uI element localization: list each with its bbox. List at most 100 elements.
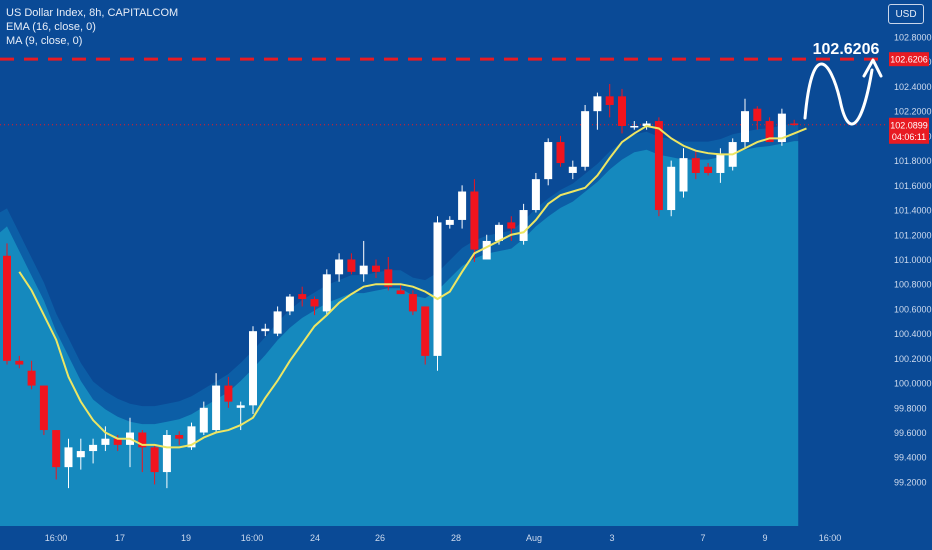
x-tick-label: 26 xyxy=(375,533,385,543)
candle xyxy=(359,240,368,282)
candle xyxy=(322,269,331,316)
candle xyxy=(15,355,24,369)
candle-body xyxy=(236,405,245,408)
candle-body xyxy=(408,294,417,312)
y-tick-label: 99.4000 xyxy=(894,453,927,463)
candle xyxy=(261,323,270,337)
y-tick-label: 102.4000 xyxy=(894,82,932,92)
candle xyxy=(150,444,159,485)
current-price-tag: 102.0899 04:06:11 xyxy=(889,117,929,144)
candle-body xyxy=(162,434,171,473)
candle xyxy=(212,373,221,433)
candle-body xyxy=(113,438,122,445)
ema-legend: EMA (16, close, 0) xyxy=(6,21,96,33)
current-price-label: 102.0899 xyxy=(890,120,928,130)
candle xyxy=(89,438,98,464)
candle xyxy=(27,360,36,390)
candle-body xyxy=(27,370,36,386)
currency-button[interactable]: USD xyxy=(888,4,924,24)
candle xyxy=(519,203,528,245)
candle xyxy=(138,430,147,473)
candle-body xyxy=(630,125,639,128)
candle-body xyxy=(531,179,540,211)
candle xyxy=(310,296,319,316)
x-tick-label: 17 xyxy=(115,533,125,543)
candle xyxy=(667,160,676,217)
forecast-arrow xyxy=(803,62,874,126)
candle-body xyxy=(556,142,565,164)
candle xyxy=(507,216,516,241)
y-tick-label: 99.6000 xyxy=(894,428,927,438)
target-price-tag: 102.6206 xyxy=(889,52,929,67)
y-tick-label: 101.0000 xyxy=(894,255,932,265)
candle-body xyxy=(581,111,590,167)
candle-body xyxy=(150,447,159,473)
candle-body xyxy=(359,265,368,275)
candle-body xyxy=(765,121,774,143)
candle xyxy=(777,108,786,146)
candle xyxy=(445,216,454,229)
candle-body xyxy=(249,331,257,406)
candle-body xyxy=(347,259,356,272)
candle-body xyxy=(544,142,553,180)
candle-body xyxy=(273,311,282,334)
x-tick-label: 19 xyxy=(181,533,191,543)
candle-body xyxy=(482,240,491,260)
x-tick-label: 28 xyxy=(451,533,461,543)
y-tick-label: 100.6000 xyxy=(894,304,932,314)
y-tick-label: 100.4000 xyxy=(894,329,932,339)
target-price-label: 102.6206 xyxy=(890,55,928,65)
candle-body xyxy=(421,306,430,356)
target-annotation-label: 102.6206 xyxy=(813,41,880,58)
candle xyxy=(273,306,282,337)
candle-body xyxy=(433,222,442,356)
candle-body xyxy=(372,265,380,272)
candle-body xyxy=(458,191,467,220)
candle xyxy=(593,92,602,130)
ma-line xyxy=(18,124,807,449)
candle xyxy=(790,119,799,126)
candle xyxy=(433,216,442,371)
x-tick-label: 16:00 xyxy=(241,533,264,543)
candle-body xyxy=(667,166,676,211)
candle xyxy=(482,234,491,260)
candle xyxy=(753,106,762,130)
candle-body xyxy=(175,434,184,439)
candle xyxy=(3,243,11,365)
candle xyxy=(39,385,48,435)
y-tick-label: 101.2000 xyxy=(894,230,932,240)
y-tick-label: 101.6000 xyxy=(894,181,932,191)
candle xyxy=(618,88,626,134)
x-tick-label: 7 xyxy=(700,533,705,543)
candle-body xyxy=(3,255,11,361)
candle-body xyxy=(261,328,270,332)
candle-body xyxy=(52,430,61,468)
candle xyxy=(396,284,405,295)
candle-body xyxy=(618,96,626,126)
symbol-title: US Dollar Index, 8h, CAPITALCOM xyxy=(6,7,179,19)
candle-body xyxy=(716,154,725,173)
candle-body xyxy=(507,222,516,229)
price-axis xyxy=(888,0,932,550)
candle xyxy=(605,83,614,118)
x-tick-label: 9 xyxy=(762,533,767,543)
candle xyxy=(199,401,208,435)
candle xyxy=(691,150,700,180)
candle-body xyxy=(285,296,294,312)
candle-body xyxy=(654,121,663,211)
candle xyxy=(630,121,639,130)
countdown-label: 04:06:11 xyxy=(892,132,926,142)
candle-body xyxy=(593,96,602,112)
candle-body xyxy=(76,451,85,458)
candle xyxy=(372,259,380,279)
chart-legend: US Dollar Index, 8h, CAPITALCOM EMA (16,… xyxy=(6,6,178,48)
candle xyxy=(298,286,307,307)
candle-body xyxy=(39,385,48,431)
ma-legend: MA (9, close, 0) xyxy=(6,35,83,47)
x-tick-label: 24 xyxy=(310,533,320,543)
candle-body xyxy=(679,158,688,192)
candle xyxy=(568,160,577,180)
ema-area-inner xyxy=(0,141,799,526)
